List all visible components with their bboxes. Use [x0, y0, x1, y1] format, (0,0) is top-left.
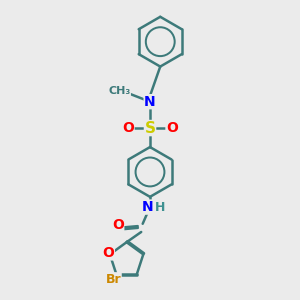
Text: CH₃: CH₃	[108, 85, 130, 96]
Text: Br: Br	[106, 273, 121, 286]
Text: O: O	[112, 218, 124, 232]
Text: O: O	[103, 246, 114, 260]
Text: N: N	[144, 95, 156, 109]
Text: O: O	[166, 121, 178, 135]
Text: H: H	[155, 201, 165, 214]
Text: N: N	[142, 200, 154, 214]
Text: O: O	[122, 121, 134, 135]
Text: S: S	[145, 121, 155, 136]
